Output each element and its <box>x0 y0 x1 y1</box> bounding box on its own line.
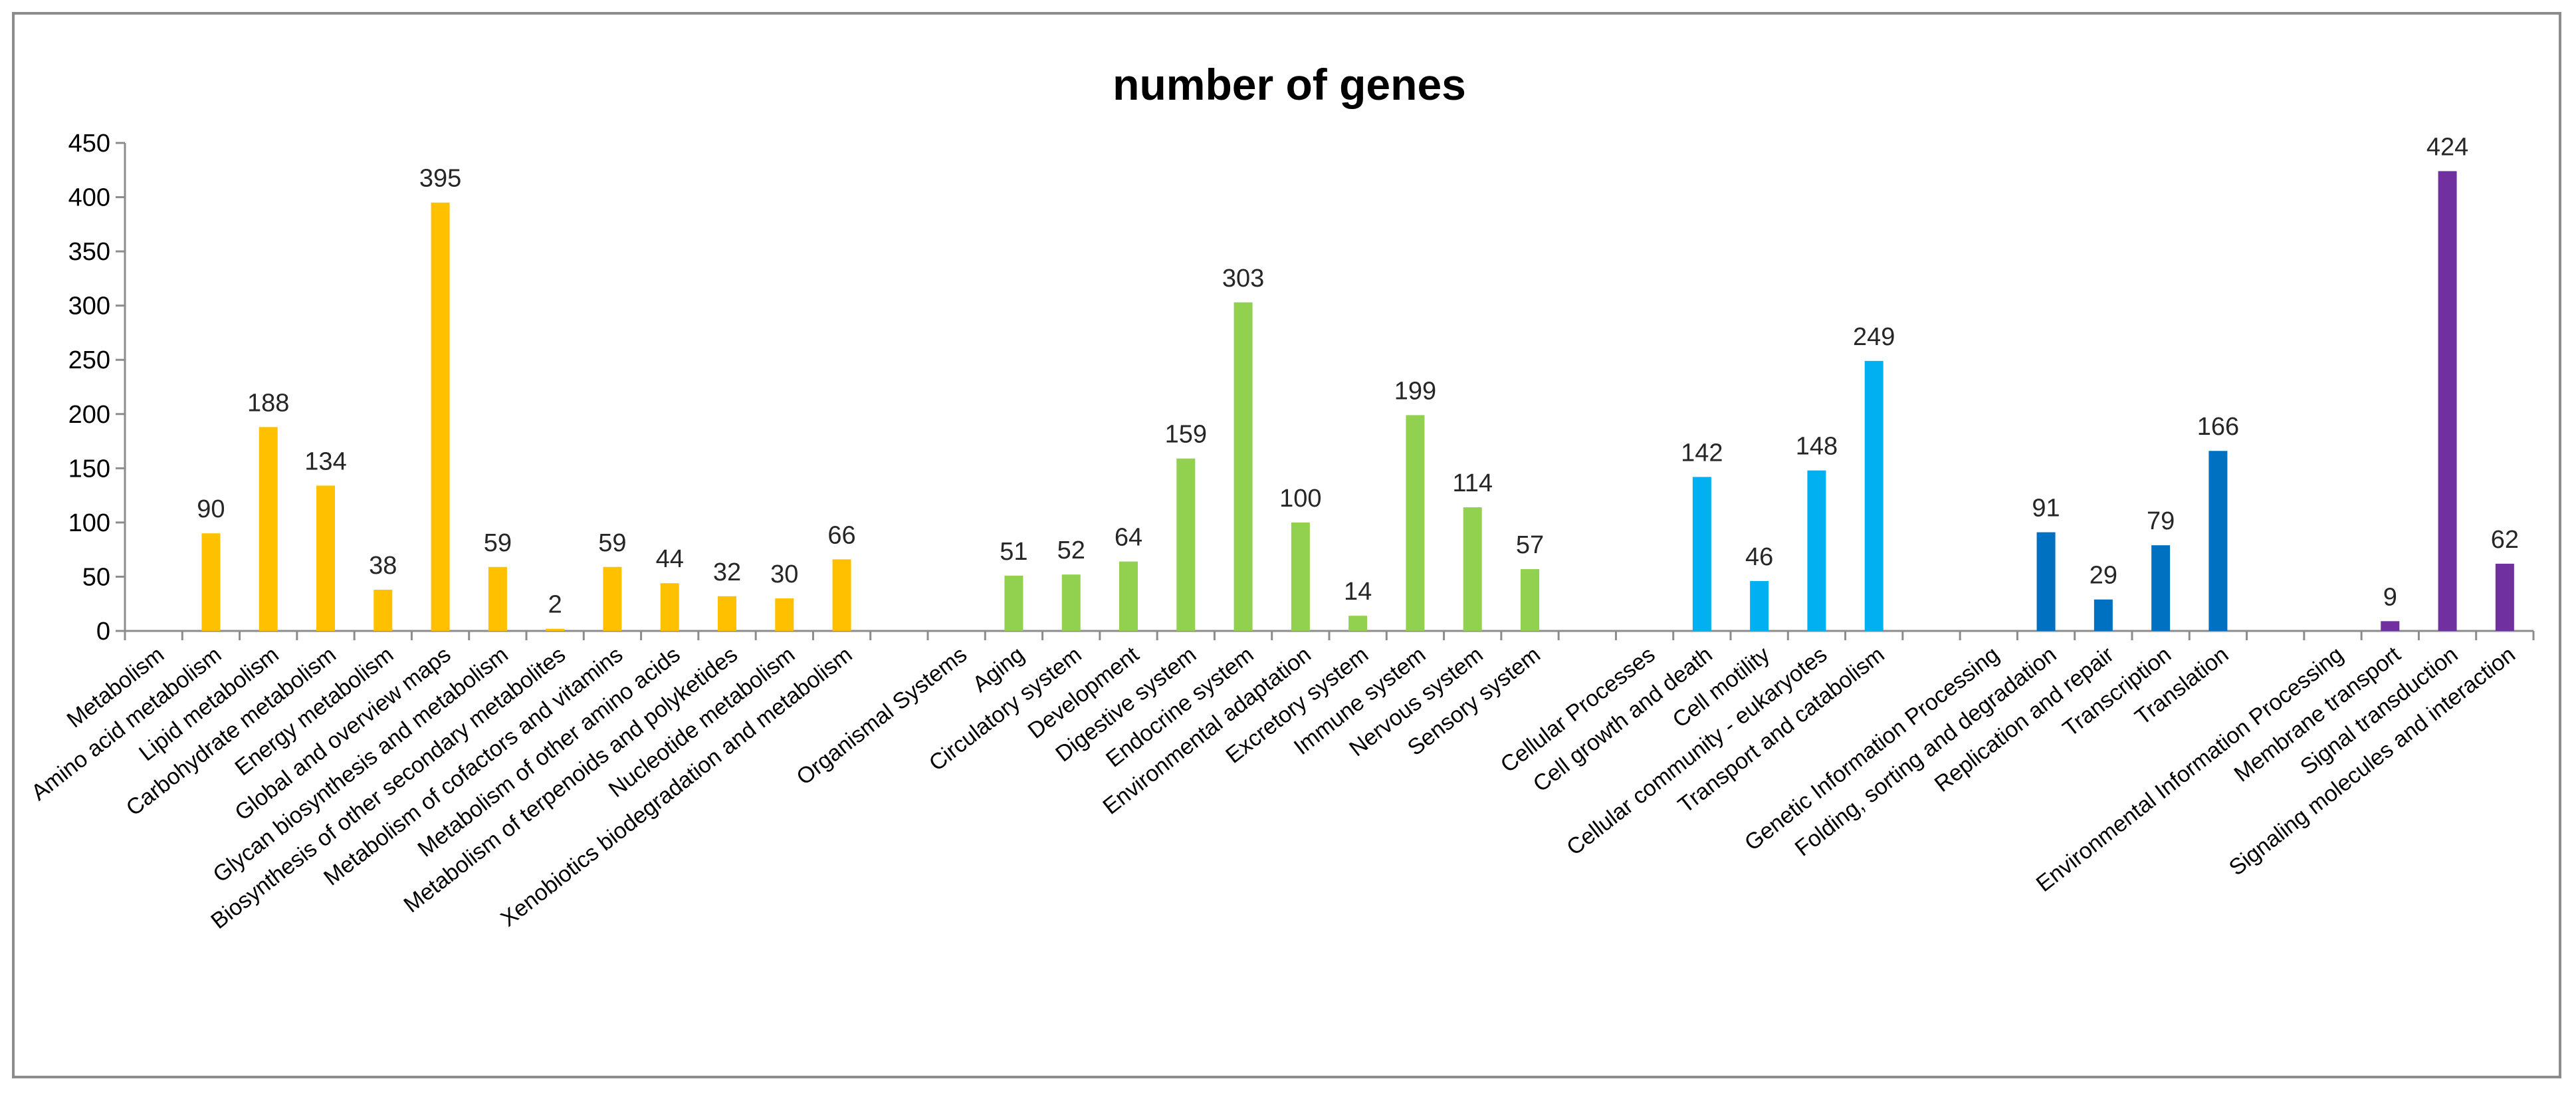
bar <box>488 566 507 631</box>
bar <box>2438 171 2457 631</box>
bar-value-label: 64 <box>1115 524 1142 552</box>
bar <box>718 596 736 631</box>
y-tick-label: 100 <box>68 509 110 537</box>
bar-value-label: 114 <box>1452 469 1493 497</box>
bar <box>1807 470 1826 631</box>
bar <box>316 485 335 631</box>
bar <box>2208 451 2228 631</box>
bar <box>1521 569 1539 631</box>
chart-title: number of genes <box>1113 60 1466 109</box>
bar <box>1692 477 1711 631</box>
bar-value-label: 303 <box>1222 265 1264 293</box>
bar-value-label: 59 <box>484 529 512 557</box>
bar <box>431 202 450 631</box>
bar <box>2495 563 2514 631</box>
y-tick-label: 300 <box>68 293 110 320</box>
bar-value-label: 166 <box>2197 413 2239 441</box>
y-tick-label: 0 <box>96 618 110 646</box>
y-tick-label: 450 <box>68 130 110 158</box>
chart-frame: number of genes 0 50 100 150 200 250 300 350 400… <box>12 12 2561 1078</box>
y-tick-label: 400 <box>68 184 110 212</box>
bar-value-label: 51 <box>1000 538 1027 566</box>
bar <box>2151 545 2171 631</box>
bar <box>546 628 565 631</box>
bar-value-label: 2 <box>548 591 562 619</box>
bar-value-label: 38 <box>369 552 397 580</box>
bar-value-label: 395 <box>419 165 461 193</box>
bar-value-label: 188 <box>247 389 289 417</box>
bar <box>1119 561 1138 631</box>
bar <box>2381 621 2400 631</box>
bar-value-label: 9 <box>2383 583 2397 611</box>
bar <box>2036 532 2056 631</box>
bar <box>775 598 794 631</box>
bar-value-label: 424 <box>2426 133 2468 161</box>
y-tick-label: 50 <box>82 563 110 591</box>
bar-value-label: 62 <box>2491 526 2519 554</box>
bar <box>1291 522 1310 631</box>
bar-value-label: 148 <box>1796 433 1838 461</box>
bar <box>832 559 851 631</box>
bar <box>1234 302 1253 631</box>
bar-value-label: 199 <box>1394 377 1436 405</box>
bar <box>2093 599 2113 631</box>
bar <box>1348 616 1368 631</box>
bar-value-label: 134 <box>304 447 346 475</box>
bar <box>1004 575 1023 631</box>
bar-value-label: 30 <box>770 560 798 588</box>
bar-value-label: 100 <box>1279 485 1321 513</box>
bar-value-label: 159 <box>1165 421 1207 449</box>
bar <box>1406 415 1425 631</box>
bar-value-label: 91 <box>2032 495 2060 523</box>
bar-value-label: 44 <box>656 545 684 573</box>
bar-value-label: 79 <box>2147 507 2175 535</box>
bar-value-label: 57 <box>1516 531 1544 559</box>
bar <box>1864 360 1883 631</box>
bar <box>1463 507 1482 631</box>
bar <box>201 533 221 631</box>
bars: 90 188 134 38 395 59 2 59 44 32 30 66 51 52 64 159 303 10… <box>197 133 2519 631</box>
bar-value-label: 46 <box>1745 543 1773 571</box>
y-tick-label: 350 <box>68 238 110 266</box>
bar-value-label: 52 <box>1057 537 1085 564</box>
bar <box>603 566 622 631</box>
y-tick-label: 250 <box>68 346 110 374</box>
bar-value-label: 66 <box>827 521 855 549</box>
bar <box>1061 574 1081 631</box>
bar <box>1750 580 1769 631</box>
bar <box>660 583 679 631</box>
bar-value-label: 249 <box>1853 323 1895 351</box>
bar-chart: number of genes 0 50 100 150 200 250 300 350 400… <box>27 60 2535 934</box>
bar-value-label: 29 <box>2090 562 2117 590</box>
y-tick-label: 200 <box>68 401 110 429</box>
bar <box>1176 458 1196 631</box>
bar <box>259 427 278 631</box>
bar-value-label: 90 <box>197 495 225 523</box>
y-tick-label: 150 <box>68 455 110 483</box>
bar <box>374 590 393 631</box>
bar-value-label: 32 <box>713 558 741 586</box>
bar-value-label: 59 <box>598 529 626 557</box>
bar-value-label: 142 <box>1681 439 1723 467</box>
bar-value-label: 14 <box>1344 578 1372 606</box>
